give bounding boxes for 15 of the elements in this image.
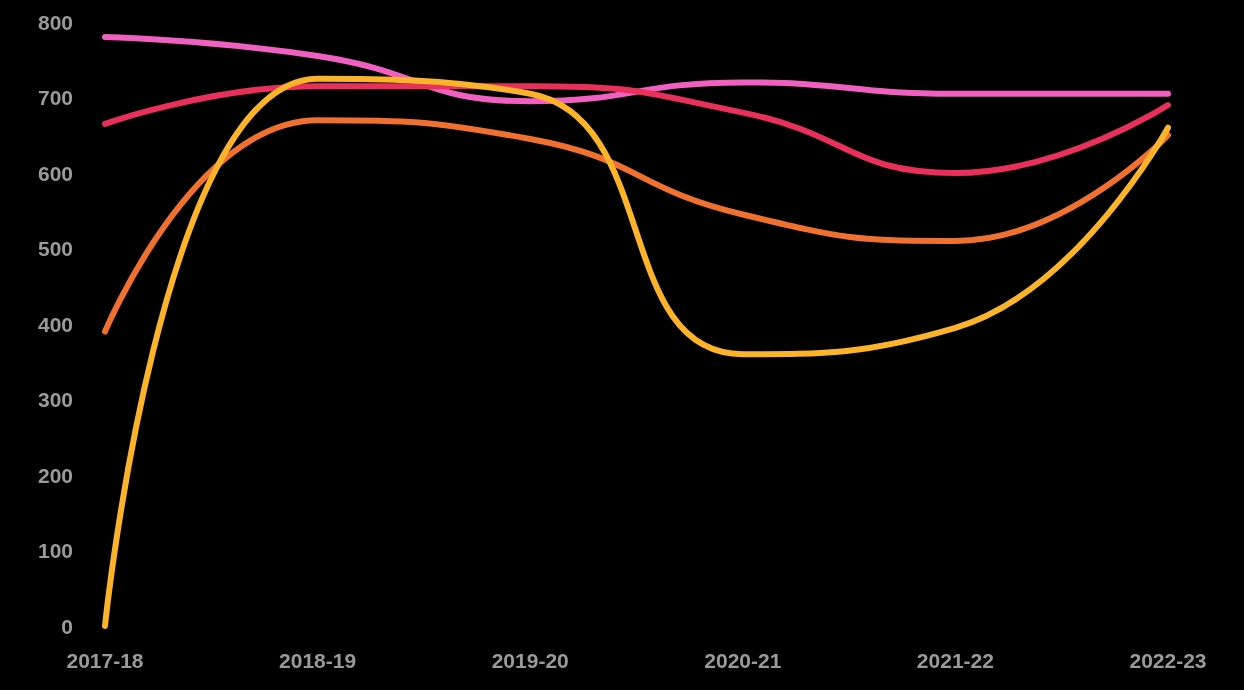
x-tick-label: 2021-22 [916, 649, 994, 672]
y-tick-label: 600 [37, 161, 73, 185]
x-tick-label: 2018-19 [279, 649, 357, 672]
y-tick-label: 400 [37, 312, 73, 336]
x-tick-label: 2017-18 [66, 649, 144, 672]
y-tick-label: 500 [37, 237, 73, 260]
x-tick-label: 2022-23 [1129, 649, 1207, 672]
x-tick-label: 2019-20 [491, 649, 569, 672]
y-tick-label: 100 [37, 539, 73, 562]
y-tick-label: 200 [37, 463, 73, 487]
y-tick-label: 300 [37, 388, 73, 411]
y-tick-label: 700 [37, 86, 73, 109]
y-tick-label: 0 [61, 614, 73, 638]
y-tick-label: 800 [37, 10, 73, 34]
x-tick-label: 2020-21 [704, 649, 782, 672]
